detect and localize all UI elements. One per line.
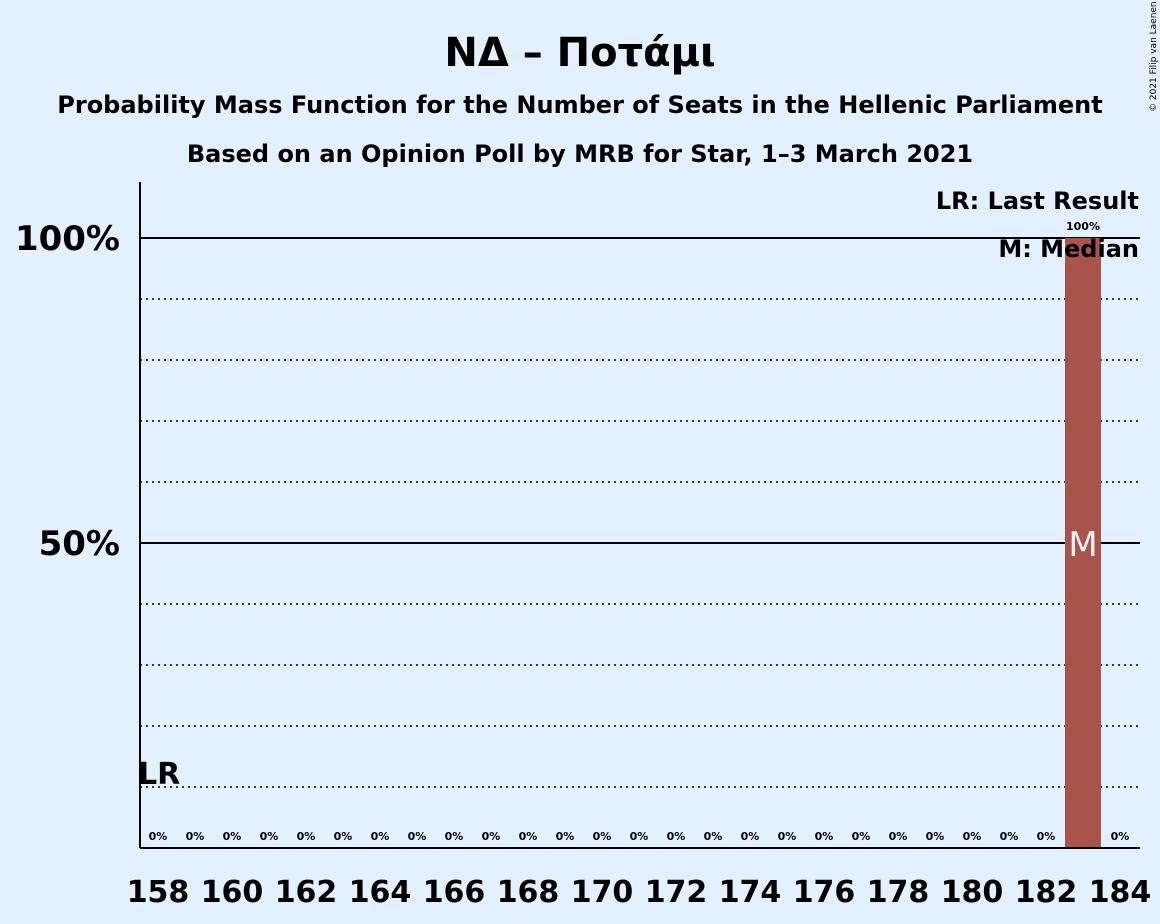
bar-data-label: 0% xyxy=(630,830,649,843)
y-tick-label: 100% xyxy=(15,219,120,259)
bar-data-label: 0% xyxy=(1037,830,1056,843)
bar-data-label: 0% xyxy=(482,830,501,843)
copyright-note: © 2021 Filip van Laenen xyxy=(1149,1,1159,112)
x-tick-label: 166 xyxy=(423,875,486,910)
bar-data-label: 0% xyxy=(889,830,908,843)
bar-data-label: 0% xyxy=(556,830,575,843)
bar-data-label: 0% xyxy=(963,830,982,843)
bar-data-label: 0% xyxy=(778,830,797,843)
bar xyxy=(1065,238,1101,848)
bar-data-label: 0% xyxy=(297,830,316,843)
bar-data-label: 0% xyxy=(815,830,834,843)
grid-lines xyxy=(140,237,1140,788)
x-tick-label: 176 xyxy=(793,875,856,910)
chart-subtitle: Probability Mass Function for the Number… xyxy=(57,91,1102,119)
bar-data-label: 0% xyxy=(926,830,945,843)
x-tick-label: 160 xyxy=(201,875,264,910)
bar-data-label: 0% xyxy=(667,830,686,843)
bar-data-label: 0% xyxy=(593,830,612,843)
bar-data-label: 0% xyxy=(1000,830,1019,843)
x-tick-label: 170 xyxy=(571,875,634,910)
bar-data-label: 0% xyxy=(1111,830,1130,843)
bar-data-label: 0% xyxy=(186,830,205,843)
bar-data-label: 0% xyxy=(704,830,723,843)
x-tick-label: 162 xyxy=(275,875,338,910)
x-tick-label: 182 xyxy=(1015,875,1078,910)
x-tick-label: 184 xyxy=(1089,875,1152,910)
y-tick-labels: 50% 100% xyxy=(15,219,120,564)
bar-data-label: 0% xyxy=(371,830,390,843)
x-tick-label: 164 xyxy=(349,875,412,910)
x-tick-label: 180 xyxy=(941,875,1004,910)
bar-data-label: 0% xyxy=(519,830,538,843)
x-tick-label: 174 xyxy=(719,875,782,910)
bar-data-label: 100% xyxy=(1066,220,1100,233)
x-tick-label: 158 xyxy=(127,875,190,910)
bar-data-label: 0% xyxy=(334,830,353,843)
bar-data-label: 0% xyxy=(852,830,871,843)
chart-subtitle-source: Based on an Opinion Poll by MRB for Star… xyxy=(187,140,973,168)
x-tick-label: 178 xyxy=(867,875,930,910)
bar-data-label: 0% xyxy=(260,830,279,843)
bar-data-label: 0% xyxy=(741,830,760,843)
last-result-marker: LR xyxy=(138,757,180,792)
x-tick-label: 168 xyxy=(497,875,560,910)
median-marker: M xyxy=(1068,525,1097,565)
y-tick-label: 50% xyxy=(39,524,120,564)
x-tick-label: 172 xyxy=(645,875,708,910)
legend-median: M: Median xyxy=(998,235,1139,263)
bar-labels-group: 0% 0% 0% 0% 0% 0% 0% 0% 0% 0% 0% 0% 0% 0% 0% 0% 0% 0% 0% 0%… xyxy=(149,220,1130,843)
x-tick-labels: 158 160 162 164 166 168 170 172 174 176 178 180 182 1… xyxy=(127,875,1152,910)
legend-last-result: LR: Last Result xyxy=(936,187,1139,215)
bars-group xyxy=(1065,238,1101,848)
bar-data-label: 0% xyxy=(445,830,464,843)
bar-data-label: 0% xyxy=(223,830,242,843)
bar-data-label: 0% xyxy=(149,830,168,843)
bar-data-label: 0% xyxy=(408,830,427,843)
chart-title: ΝΔ – Ποτάμι xyxy=(444,30,715,76)
